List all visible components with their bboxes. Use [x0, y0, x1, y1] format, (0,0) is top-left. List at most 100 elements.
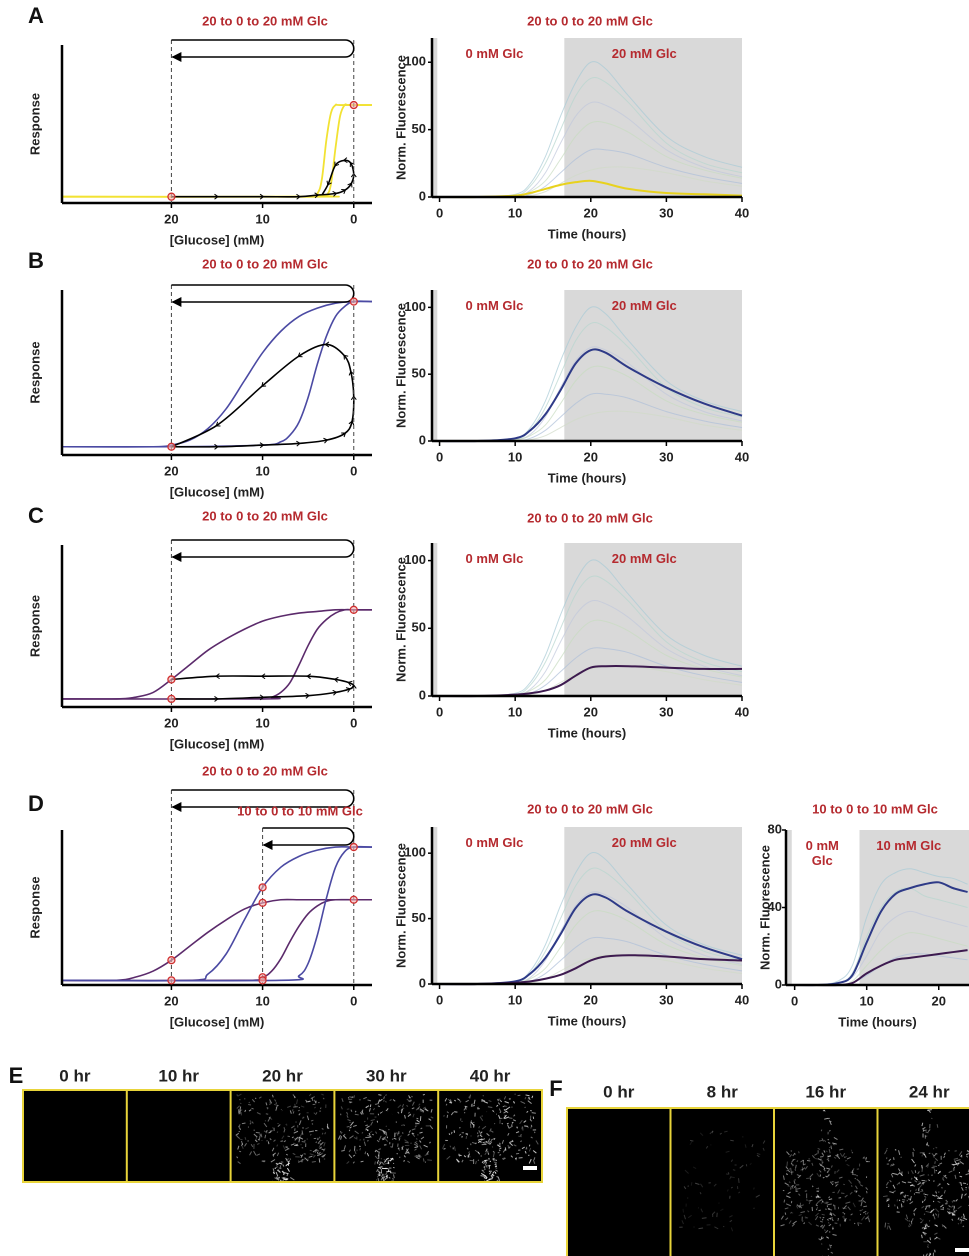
- cell-speckle: [321, 1148, 325, 1151]
- region-label: 0 mM Glc: [465, 46, 524, 61]
- cell-speckle: [411, 1095, 413, 1098]
- cell-speckle: [411, 1132, 416, 1137]
- cell-speckle: [268, 1101, 272, 1104]
- cell-speckle: [423, 1144, 428, 1148]
- cell-speckle: [283, 1140, 287, 1143]
- x-tick-label: 40: [735, 992, 749, 1007]
- cell-speckle: [933, 1153, 937, 1157]
- cell-speckle: [414, 1155, 417, 1158]
- cell-speckle: [932, 1194, 936, 1197]
- cell-speckle: [296, 1099, 298, 1105]
- y-tick-label: 80: [768, 821, 782, 836]
- series-line: [61, 898, 372, 982]
- cell-speckle: [729, 1215, 733, 1218]
- image-border: [566, 1107, 969, 1256]
- cell-speckle: [789, 1154, 793, 1158]
- cell-speckle: [524, 1150, 527, 1154]
- cell-speckle: [835, 1185, 837, 1187]
- cell-speckle: [488, 1178, 493, 1181]
- x-tick-label: 10: [255, 463, 269, 478]
- cell-speckle: [392, 1174, 395, 1179]
- cell-speckle: [275, 1171, 279, 1177]
- cell-speckle: [265, 1113, 269, 1115]
- cell-speckle: [826, 1236, 830, 1239]
- cell-speckle: [272, 1152, 277, 1156]
- cell-speckle: [352, 1161, 355, 1164]
- x-axis-label: Time (hours): [548, 470, 627, 485]
- cell-speckle: [937, 1170, 941, 1175]
- cell-speckle: [308, 1093, 312, 1097]
- cell-speckle: [956, 1159, 961, 1162]
- cell-speckle: [301, 1130, 304, 1135]
- x-tick-label: 30: [659, 704, 673, 719]
- cell-speckle: [479, 1116, 484, 1122]
- cell-speckle: [830, 1165, 833, 1168]
- cell-speckle: [952, 1208, 956, 1214]
- y-axis-label: Response: [27, 876, 42, 938]
- cell-speckle: [904, 1194, 906, 1199]
- cell-speckle: [793, 1180, 796, 1185]
- cell-speckle: [952, 1213, 955, 1215]
- cell-speckle: [959, 1218, 961, 1221]
- cell-speckle: [960, 1193, 963, 1199]
- cell-speckle: [918, 1184, 922, 1190]
- state-point: [258, 976, 267, 985]
- image-time-label: 24 hr: [909, 1082, 950, 1101]
- cell-speckle: [481, 1160, 484, 1164]
- cell-speckle: [321, 1093, 324, 1096]
- cell-speckle: [285, 1178, 288, 1180]
- cell-speckle: [477, 1159, 480, 1161]
- cell-speckle: [819, 1163, 822, 1166]
- x-tick-label: 0: [436, 449, 443, 464]
- cell-speckle: [858, 1181, 862, 1185]
- cell-speckle: [699, 1192, 702, 1195]
- cell-speckle: [447, 1098, 451, 1101]
- x-tick-label: 40: [735, 449, 749, 464]
- series-line: [439, 365, 743, 442]
- image-border: [22, 1089, 543, 1183]
- cell-speckle: [379, 1098, 383, 1102]
- cell-speckle: [370, 1121, 374, 1126]
- cell-speckle: [940, 1204, 944, 1208]
- cell-speckle: [241, 1122, 246, 1125]
- cell-speckle: [808, 1221, 812, 1226]
- cell-speckle: [485, 1141, 491, 1145]
- series-line: [439, 61, 743, 198]
- cell-speckle: [892, 1184, 896, 1189]
- cell-speckle: [948, 1205, 951, 1208]
- cell-speckle: [964, 1193, 967, 1196]
- cell-speckle: [457, 1098, 461, 1102]
- chart-title: 10 to 0 to 10 mM Glc: [812, 801, 938, 816]
- cell-speckle: [365, 1124, 368, 1127]
- cell-speckle: [484, 1168, 486, 1171]
- cell-speckle: [837, 1155, 841, 1160]
- shaded-region: [786, 830, 792, 985]
- cell-speckle: [925, 1223, 929, 1228]
- cell-speckle: [827, 1248, 830, 1250]
- cell-speckle: [832, 1142, 837, 1145]
- cell-speckle: [898, 1182, 901, 1185]
- cell-speckle: [424, 1108, 429, 1112]
- chart-title: 20 to 0 to 20 mM Glc: [527, 510, 653, 525]
- cell-speckle: [276, 1176, 280, 1180]
- cell-speckle: [924, 1207, 927, 1210]
- cell-speckle: [388, 1128, 390, 1131]
- state-point: [167, 956, 176, 965]
- series-line: [61, 845, 373, 982]
- cell-speckle: [962, 1225, 965, 1228]
- cell-speckle: [726, 1189, 729, 1192]
- cell-speckle: [476, 1106, 479, 1109]
- cell-speckle: [368, 1107, 371, 1112]
- cell-speckle: [515, 1131, 520, 1134]
- cell-speckle: [711, 1130, 714, 1134]
- image-frame: [235, 1093, 330, 1186]
- cell-speckle: [965, 1188, 968, 1191]
- cycle-arrow: [171, 789, 355, 812]
- cell-speckle: [826, 1169, 830, 1173]
- cell-speckle: [384, 1178, 387, 1180]
- cell-speckle: [303, 1139, 306, 1142]
- cell-speckle: [446, 1155, 451, 1160]
- cell-speckle: [497, 1176, 501, 1182]
- cell-speckle: [406, 1104, 409, 1107]
- cell-speckle: [731, 1186, 733, 1189]
